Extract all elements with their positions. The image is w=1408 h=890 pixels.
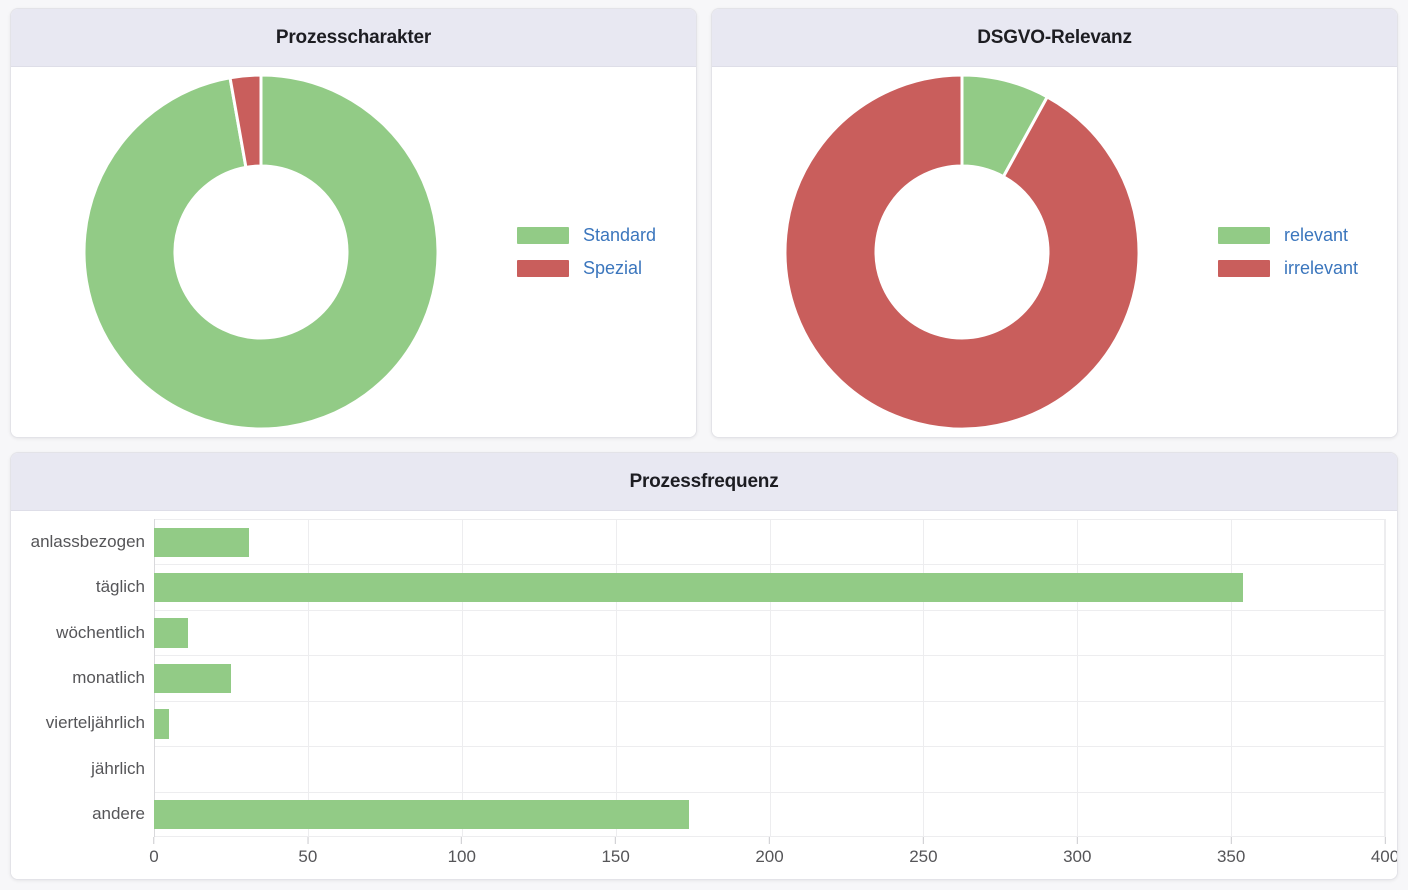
legend-item-relevant[interactable]: relevant — [1218, 225, 1397, 246]
x-axis-tick-label: 150 — [601, 847, 630, 866]
bar-chart-x-axis: 0 50 100 150 200 250 300 350 400 — [149, 837, 1397, 879]
bar-track — [154, 700, 1385, 747]
donut-chart-dsgvo-relevanz — [712, 67, 1212, 437]
bar-row: täglich — [11, 564, 1385, 610]
donut-slice-standard[interactable] — [82, 73, 440, 431]
x-axis-tick-mark — [922, 837, 924, 844]
legend-label-standard: Standard — [583, 225, 657, 245]
bar-row: vierteljährlich — [11, 700, 1385, 747]
donut-slice-spezial[interactable] — [228, 73, 263, 170]
bar-fill[interactable] — [154, 799, 690, 829]
bar-chart-prozessfrequenz: anlassbezogen täglich wöchentlich monatlich… — [11, 519, 1397, 879]
legend-label-spezial: Spezial — [583, 258, 643, 278]
bar-fill[interactable] — [154, 618, 188, 648]
legend-item-spezial[interactable]: Spezial — [517, 258, 696, 279]
bar-track — [154, 746, 1385, 792]
bar-fill[interactable] — [154, 572, 1243, 603]
x-axis-tick-mark — [1076, 837, 1078, 844]
card-prozessfrequenz: Prozessfrequenz anlassbezogen täglich wöch… — [10, 452, 1398, 880]
card-body-dsgvo-relevanz: relevant irrelevant — [712, 67, 1397, 437]
x-axis-tick-mark — [307, 837, 309, 844]
x-axis-tick-mark — [461, 837, 463, 844]
bar-row: wöchentlich — [11, 609, 1385, 656]
donut-slice-irrelevant[interactable] — [783, 73, 1141, 431]
bar-fill[interactable] — [154, 527, 250, 557]
bar-category-label: jährlich — [91, 758, 145, 778]
legend-item-irrelevant[interactable]: irrelevant — [1218, 258, 1397, 279]
x-axis-tick-label: 200 — [755, 847, 784, 866]
x-axis-tick-mark — [769, 837, 770, 844]
x-axis-tick: 400 — [1370, 837, 1398, 867]
bar-fill[interactable] — [154, 663, 231, 694]
bar-category-label: andere — [92, 804, 145, 824]
gridline — [1385, 519, 1386, 837]
legend-item-standard[interactable]: Standard — [517, 225, 696, 246]
card-header-prozesscharakter: Prozesscharakter — [11, 9, 696, 67]
card-dsgvo-relevanz: DSGVO-Relevanz relevant — [711, 8, 1398, 438]
card-body-prozessfrequenz: anlassbezogen täglich wöchentlich monatlich… — [11, 511, 1397, 879]
x-axis-tick-label: 300 — [1063, 847, 1092, 866]
x-axis-tick: 100 — [448, 837, 476, 867]
x-axis-tick-label: 250 — [909, 847, 938, 866]
x-axis-tick-label: 400 — [1370, 847, 1398, 866]
x-axis-tick-label: 350 — [1216, 847, 1246, 866]
x-axis-tick-label: 50 — [298, 847, 318, 866]
x-axis-tick-mark — [1384, 837, 1386, 844]
page-title-prozessfrequenz: Prozessfrequenz — [629, 470, 779, 492]
bar-row: anlassbezogen — [11, 519, 1385, 565]
x-axis-tick: 50 — [298, 837, 317, 867]
bar-category-label: vierteljährlich — [45, 713, 145, 733]
bar-row: monatlich — [11, 655, 1385, 701]
card-header-dsgvo-relevanz: DSGVO-Relevanz — [712, 9, 1397, 67]
bar-category-label: täglich — [95, 577, 145, 597]
x-axis-tick: 250 — [909, 837, 938, 867]
legend-swatch-spezial — [517, 260, 569, 277]
bar-track — [154, 519, 1385, 565]
bar-category-label: wöchentlich — [56, 622, 145, 642]
card-body-prozesscharakter: Standard Spezial — [11, 67, 696, 437]
x-axis-tick-label: 100 — [447, 847, 476, 866]
legend-label-irrelevant: irrelevant — [1284, 258, 1359, 278]
legend-swatch-irrelevant — [1218, 260, 1270, 277]
bar-chart-rows: anlassbezogen täglich wöchentlich monatlich… — [11, 519, 1385, 837]
x-axis-tick: 150 — [601, 837, 630, 867]
x-axis-tick-label: 0 — [149, 847, 159, 866]
card-header-prozessfrequenz: Prozessfrequenz — [11, 453, 1397, 511]
x-axis-tick-mark — [153, 837, 155, 844]
bar-track — [154, 564, 1385, 610]
bar-category-label: anlassbezogen — [30, 531, 145, 551]
legend-swatch-relevant — [1218, 227, 1270, 244]
x-axis-tick: 300 — [1063, 837, 1091, 867]
bar-category-label: monatlich — [72, 667, 145, 687]
card-prozesscharakter: Prozesscharakter Standard — [10, 8, 697, 438]
bar-fill[interactable] — [154, 709, 170, 739]
bar-row: jährlich — [11, 746, 1385, 792]
donut-chart-prozesscharakter — [11, 67, 511, 437]
x-axis-tick-mark — [615, 837, 617, 844]
legend-dsgvo-relevanz: relevant irrelevant — [1212, 225, 1397, 279]
x-axis-tick: 0 — [149, 837, 159, 867]
x-axis-tick-mark — [1230, 837, 1232, 844]
page-title-prozesscharakter: Prozesscharakter — [275, 26, 432, 48]
donut-svg-prozesscharakter — [82, 73, 440, 431]
legend-prozesscharakter: Standard Spezial — [511, 225, 696, 279]
x-axis-tick: 200 — [755, 837, 784, 867]
donut-row: Prozesscharakter Standard — [10, 8, 1398, 438]
x-axis-tick: 350 — [1217, 837, 1245, 867]
page-title-dsgvo-relevanz: DSGVO-Relevanz — [977, 26, 1132, 48]
bar-track — [154, 791, 1385, 837]
bar-track — [154, 655, 1385, 701]
bar-row: andere — [11, 791, 1385, 837]
bar-track — [154, 609, 1385, 656]
legend-swatch-standard — [517, 227, 569, 244]
donut-svg-dsgvo-relevanz — [783, 73, 1141, 431]
legend-label-relevant: relevant — [1284, 225, 1349, 245]
